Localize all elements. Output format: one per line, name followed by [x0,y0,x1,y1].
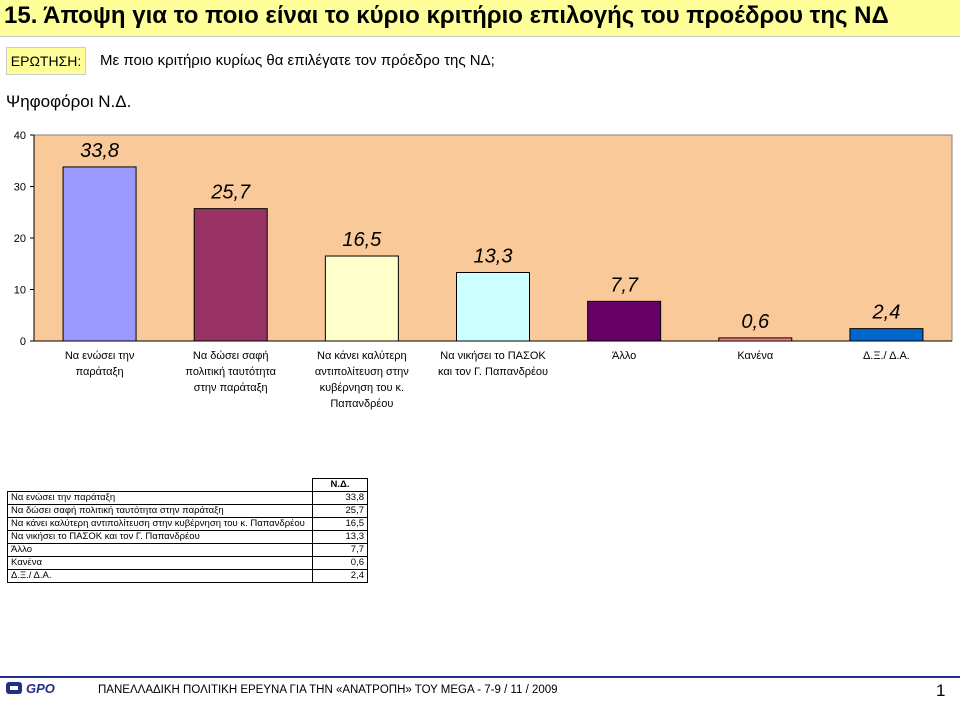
table-row-label: Να δώσει σαφή πολιτική ταυτότητα στην πα… [7,504,313,518]
table-row: Να νικήσει το ΠΑΣΟΚ και τον Γ. Παπανδρέο… [7,530,368,544]
y-tick-label: 40 [14,130,26,142]
table-header-row: Ν.Δ. [8,478,368,492]
page-title: 15. Άποψη για το ποιο είναι το κύριο κρι… [4,2,889,29]
bar-chart: 0 10 20 30 40 33,8 Να ενώσει την παράταξη 25,7 Να… [14,130,953,410]
category-label: Να κάνει καλύτερη [317,350,407,362]
bar-value-label: 25,7 [210,182,251,204]
y-tick-label: 20 [14,233,26,245]
category-label: Να νικήσει το ΠΑΣΟΚ [440,350,546,362]
category-label: στην παράταξη [194,382,268,394]
table-row-value: 33,8 [312,491,368,505]
table-row-label: Να ενώσει την παράταξη [7,491,313,505]
bar [718,337,793,342]
bar-value-label: 2,4 [872,302,901,324]
bar [587,300,662,342]
category-label: Κανένα [737,350,773,362]
title-bar: 15. Άποψη για το ποιο είναι το κύριο κρι… [0,0,960,37]
bar [849,328,924,342]
bar [62,166,137,342]
question-label: ΕΡΩΤΗΣΗ: [6,47,86,75]
table-row: Να κάνει καλύτερη αντιπολίτευση στην κυβ… [7,517,368,531]
table-row-label: Δ.Ξ./ Δ.Α. [7,569,313,583]
table-row-value: 2,4 [312,569,368,583]
table-row: Να ενώσει την παράταξη 33,8 [7,491,368,505]
table-row-label: Να κάνει καλύτερη αντιπολίτευση στην κυβ… [7,517,313,531]
bar-value-label: 7,7 [610,274,639,296]
bar-value-label: 33,8 [80,140,119,162]
bar-value-label: 13,3 [474,246,513,268]
data-table: Ν.Δ. Να ενώσει την παράταξη 33,8 Να δώσει … [7,478,368,583]
chart-subtitle: Ψηφοφόροι Ν.Δ. [6,92,132,111]
footer-divider [0,676,960,678]
table-row: Άλλο 7,7 [7,543,368,557]
bar [456,272,530,342]
table-header-empty [8,479,313,492]
table-row-value: 25,7 [312,504,368,518]
category-label: Να ενώσει την [65,350,135,362]
table-row-value: 7,7 [312,543,368,557]
y-tick-label: 30 [14,182,26,194]
category-label: κυβέρνηση του κ. [320,382,405,394]
table-row: Δ.Ξ./ Δ.Α. 2,4 [7,569,368,583]
bar-value-label: 0,6 [741,311,770,333]
bar-value-label: 16,5 [342,229,382,251]
category-label: αντιπολίτευση στην [315,366,409,378]
question-text: Με ποιο κριτήριο κυρίως θα επιλέγατε τον… [100,52,495,69]
table-row-value: 13,3 [312,530,368,544]
y-tick-label: 10 [14,285,26,297]
table-row-value: 0,6 [312,556,368,570]
svg-text:GPO: GPO [26,681,55,695]
category-label: Άλλο [612,350,636,362]
category-label: Δ.Ξ./ Δ.Α. [863,350,910,362]
bar [193,208,268,342]
category-label: Παπανδρέου [330,398,393,410]
table-row-value: 16,5 [312,517,368,531]
table-row-label: Άλλο [7,543,313,557]
table-column-header: Ν.Δ. [312,478,368,492]
table-row: Να δώσει σαφή πολιτική ταυτότητα στην πα… [7,504,368,518]
category-label: Να δώσει σαφή [193,350,269,362]
table-row: Κανένα 0,6 [7,556,368,570]
y-tick-label: 0 [20,336,26,348]
page-number: 1 [936,681,946,700]
gpo-logo: GPO [6,681,55,695]
category-label: παράταξη [76,366,124,378]
category-label: και τον Γ. Παπανδρέου [438,366,548,378]
footer-text: ΠΑΝΕΛΛΑΔΙΚΗ ΠΟΛΙΤΙΚΗ ΕΡΕΥΝΑ ΓΙΑ ΤΗΝ «ΑΝΑ… [98,684,558,696]
category-label: πολιτική ταυτότητα [185,366,276,378]
table-row-label: Να νικήσει το ΠΑΣΟΚ και τον Γ. Παπανδρέο… [7,530,313,544]
bar [324,255,399,342]
table-row-label: Κανένα [7,556,313,570]
